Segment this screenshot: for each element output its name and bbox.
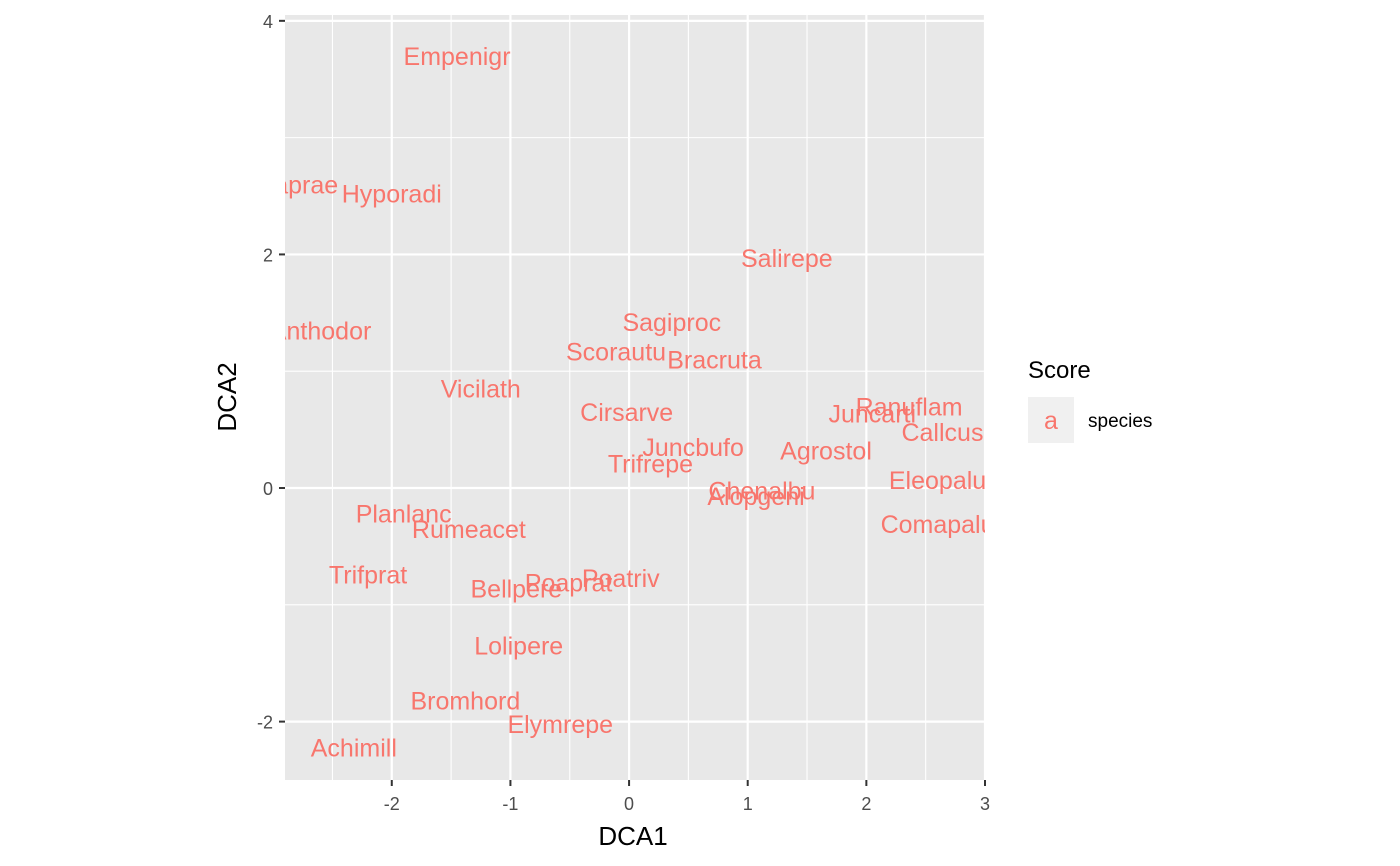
species-label: Ranuflam [856, 393, 963, 421]
x-tick-label: -2 [384, 794, 400, 814]
species-label: Juncbufo [642, 434, 743, 462]
y-tick-label: 2 [263, 245, 273, 265]
species-label: Planlanc [356, 501, 452, 529]
x-tick-label: 0 [624, 794, 634, 814]
plot-panel [285, 15, 985, 780]
species-label: Achimill [311, 734, 397, 762]
species-label: Poaprat [525, 570, 613, 598]
y-tick-label: -2 [257, 713, 273, 733]
legend: Score a species [1028, 357, 1152, 443]
species-label: Salirepe [741, 245, 833, 273]
species-label: Callcusp [901, 419, 997, 447]
species-label: Scorautu [566, 338, 666, 366]
species-label: Elymrepe [507, 711, 613, 739]
species-label: Anthodor [270, 317, 371, 345]
species-label: Hyporadi [342, 181, 442, 209]
y-axis-title: DCA2 [212, 362, 242, 431]
major-gridlines [285, 15, 987, 780]
legend-entry-species: species [1088, 411, 1152, 432]
x-tick-label: 2 [861, 794, 871, 814]
x-tick-label: -1 [502, 794, 518, 814]
species-label: Comapalu [881, 511, 995, 539]
x-tick-label: 3 [980, 794, 990, 814]
species-label: Airaprae [244, 171, 339, 199]
species-label: Lolipere [474, 633, 563, 661]
species-label: Eleopalu [889, 467, 986, 495]
species-label: Trifrepe [608, 450, 693, 478]
species-label: Bellpere [470, 575, 562, 603]
species-label: Bracruta [667, 347, 762, 375]
x-axis-title: DCA1 [598, 821, 667, 851]
minor-gridlines [285, 15, 985, 780]
y-tick-label: 4 [263, 12, 273, 32]
species-label: Agrostol [780, 438, 872, 466]
species-label: Sagiproc [622, 309, 721, 337]
species-label: Bromhord [410, 688, 520, 716]
y-tick-label: 0 [263, 479, 273, 499]
legend-key [1028, 397, 1074, 443]
x-tick-label: 1 [743, 794, 753, 814]
species-label: Juncarti [829, 400, 917, 428]
species-label: Chenalbu [708, 477, 815, 505]
species-label: Cirsarve [580, 399, 673, 427]
species-label: Alopgeni [707, 483, 804, 511]
axes: -2 -1 0 1 2 3 -2 0 2 4 [257, 12, 990, 814]
legend-key-glyph: a [1044, 407, 1058, 435]
species-label: Trifprat [329, 561, 407, 589]
legend-title: Score [1028, 357, 1091, 384]
species-label: Empenigr [404, 43, 511, 71]
species-label: Rumeacet [412, 516, 526, 544]
species-label: Vicilath [441, 376, 521, 404]
species-label: Poatriv [582, 565, 660, 593]
